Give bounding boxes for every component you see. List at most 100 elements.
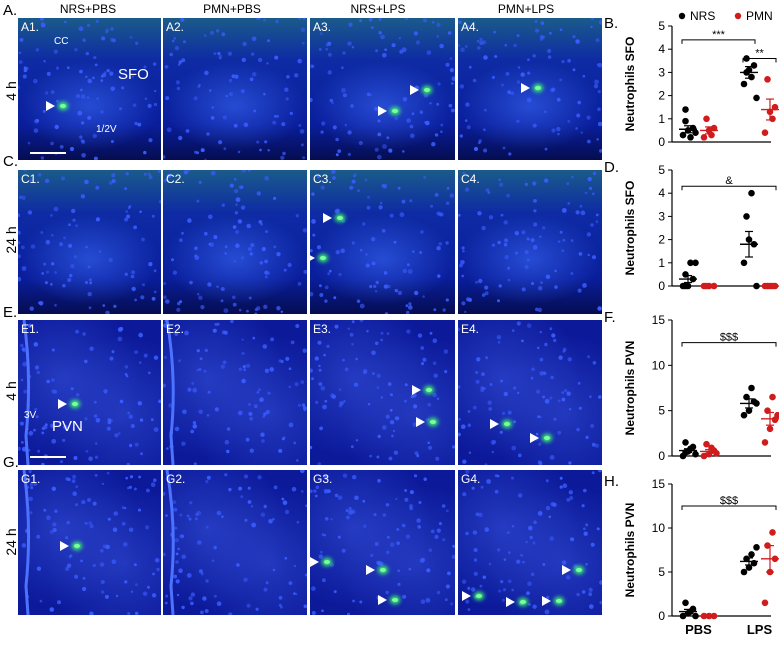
arrowhead-icon	[412, 385, 421, 395]
row-letter-a: A.	[3, 2, 18, 19]
panel-label: G1.	[21, 472, 41, 486]
panel-label: A4.	[461, 20, 480, 34]
significance-bracket	[681, 342, 777, 347]
arrowhead-icon	[46, 101, 55, 111]
panel-label: C1.	[21, 172, 40, 186]
data-point	[740, 568, 748, 576]
micrograph-c4: C4.	[458, 170, 602, 314]
label-sfo: SFO	[118, 66, 149, 83]
row-time-e: 4 h	[3, 381, 19, 401]
data-point	[692, 129, 699, 137]
neutrophil-signal	[535, 86, 541, 90]
data-point	[740, 80, 748, 88]
data-point	[761, 599, 769, 607]
arrowhead-icon	[490, 419, 499, 429]
data-point	[743, 213, 750, 220]
data-point	[761, 129, 769, 137]
row-letter-e: E.	[3, 304, 18, 321]
row-time-a: 4 h	[3, 81, 19, 101]
y-tick-label: 5	[658, 565, 665, 579]
micrograph-g3: G3.	[310, 470, 455, 615]
data-point	[769, 529, 776, 536]
data-point	[703, 440, 710, 448]
col-heading-4: PMN+LPS	[497, 2, 555, 16]
label-cc: CC	[54, 36, 69, 47]
data-point	[692, 612, 699, 620]
data-point	[748, 189, 755, 197]
data-point	[743, 555, 750, 563]
data-point	[679, 612, 687, 620]
neutrophil-signal	[520, 600, 526, 604]
neutrophil-signal	[324, 560, 330, 564]
significance-label: $$$	[720, 332, 738, 344]
y-tick-label: 10	[652, 521, 666, 535]
data-point	[679, 131, 687, 139]
chart-f: F. Neutrophils PVN 0 5 10 15 $$$	[604, 309, 781, 475]
y-tick-label: 3	[658, 209, 665, 223]
data-point	[774, 411, 781, 419]
neutrophil-signal	[392, 109, 398, 113]
y-tick-label: 5	[658, 404, 665, 418]
arrowhead-icon	[310, 557, 319, 567]
legend-marker	[678, 12, 686, 20]
micrograph-e3: E3.	[310, 320, 455, 465]
y-tick-label: 2	[658, 233, 665, 247]
chart-panel-letter: B.	[604, 15, 618, 32]
neutrophil-signal	[74, 544, 80, 548]
y-tick-label: 15	[652, 313, 666, 327]
neutrophil-signal	[60, 104, 66, 108]
y-axis-label: Neutrophils PVN	[623, 341, 637, 436]
arrowhead-icon	[323, 213, 332, 223]
data-point	[700, 134, 708, 141]
significance-bracket	[681, 185, 777, 191]
neutrophil-signal	[380, 568, 386, 572]
data-point	[708, 131, 715, 139]
y-tick-label: 1	[658, 256, 665, 270]
scale-bar-top	[30, 152, 66, 154]
row-time-c: 24 h	[3, 226, 19, 254]
data-point	[745, 407, 753, 414]
arrowhead-icon	[416, 417, 425, 427]
y-tick-label: 5	[658, 163, 665, 177]
y-tick-label: 4	[658, 186, 665, 200]
label-3v: 3V	[24, 410, 37, 421]
data-point	[682, 439, 689, 446]
y-axis-label: Neutrophils SFO	[623, 181, 637, 276]
data-point	[753, 282, 760, 290]
panel-label: E2.	[166, 322, 185, 336]
data-point	[766, 425, 774, 433]
significance-bracket	[681, 505, 777, 510]
panel-label: G4.	[461, 472, 481, 486]
chart-panel-letter: H.	[604, 474, 619, 490]
y-tick-label: 1	[658, 112, 665, 126]
panel-label: A3.	[313, 20, 332, 34]
arrowhead-icon	[462, 591, 471, 601]
panel-label: C4.	[461, 172, 480, 186]
data-point	[769, 115, 776, 123]
col-heading-2: PMN+PBS	[203, 2, 261, 16]
neutrophil-signal	[476, 594, 482, 598]
neutrophil-signal	[426, 388, 432, 392]
data-point	[753, 544, 760, 551]
y-tick-label: 0	[658, 135, 665, 149]
x-tick-label: LPS	[747, 622, 773, 637]
legend-label: NRS	[690, 9, 715, 23]
arrowhead-icon	[521, 83, 530, 93]
micrograph-g1: G1.	[18, 470, 161, 615]
neutrophil-signal	[320, 256, 326, 260]
neutrophil-signal	[337, 216, 343, 220]
panel-label: C2.	[166, 172, 185, 186]
chart-b: B. Neutrophils SFO 0 1 2 3 4 5 *** ** NRS PMN	[604, 8, 779, 161]
arrowhead-icon	[530, 433, 539, 443]
y-tick-label: 3	[658, 65, 665, 79]
micrograph-g4: G4.	[458, 470, 602, 615]
data-point	[750, 62, 758, 69]
panel-label: C3.	[313, 172, 332, 186]
data-point	[703, 115, 710, 123]
neutrophil-signal	[392, 598, 398, 602]
micrograph-c3: C3.	[310, 170, 455, 314]
neutrophil-signal	[72, 402, 78, 406]
y-tick-label: 0	[658, 279, 665, 293]
micrograph-a2: A2.	[163, 18, 307, 160]
y-axis-label: Neutrophils SFO	[623, 37, 637, 132]
